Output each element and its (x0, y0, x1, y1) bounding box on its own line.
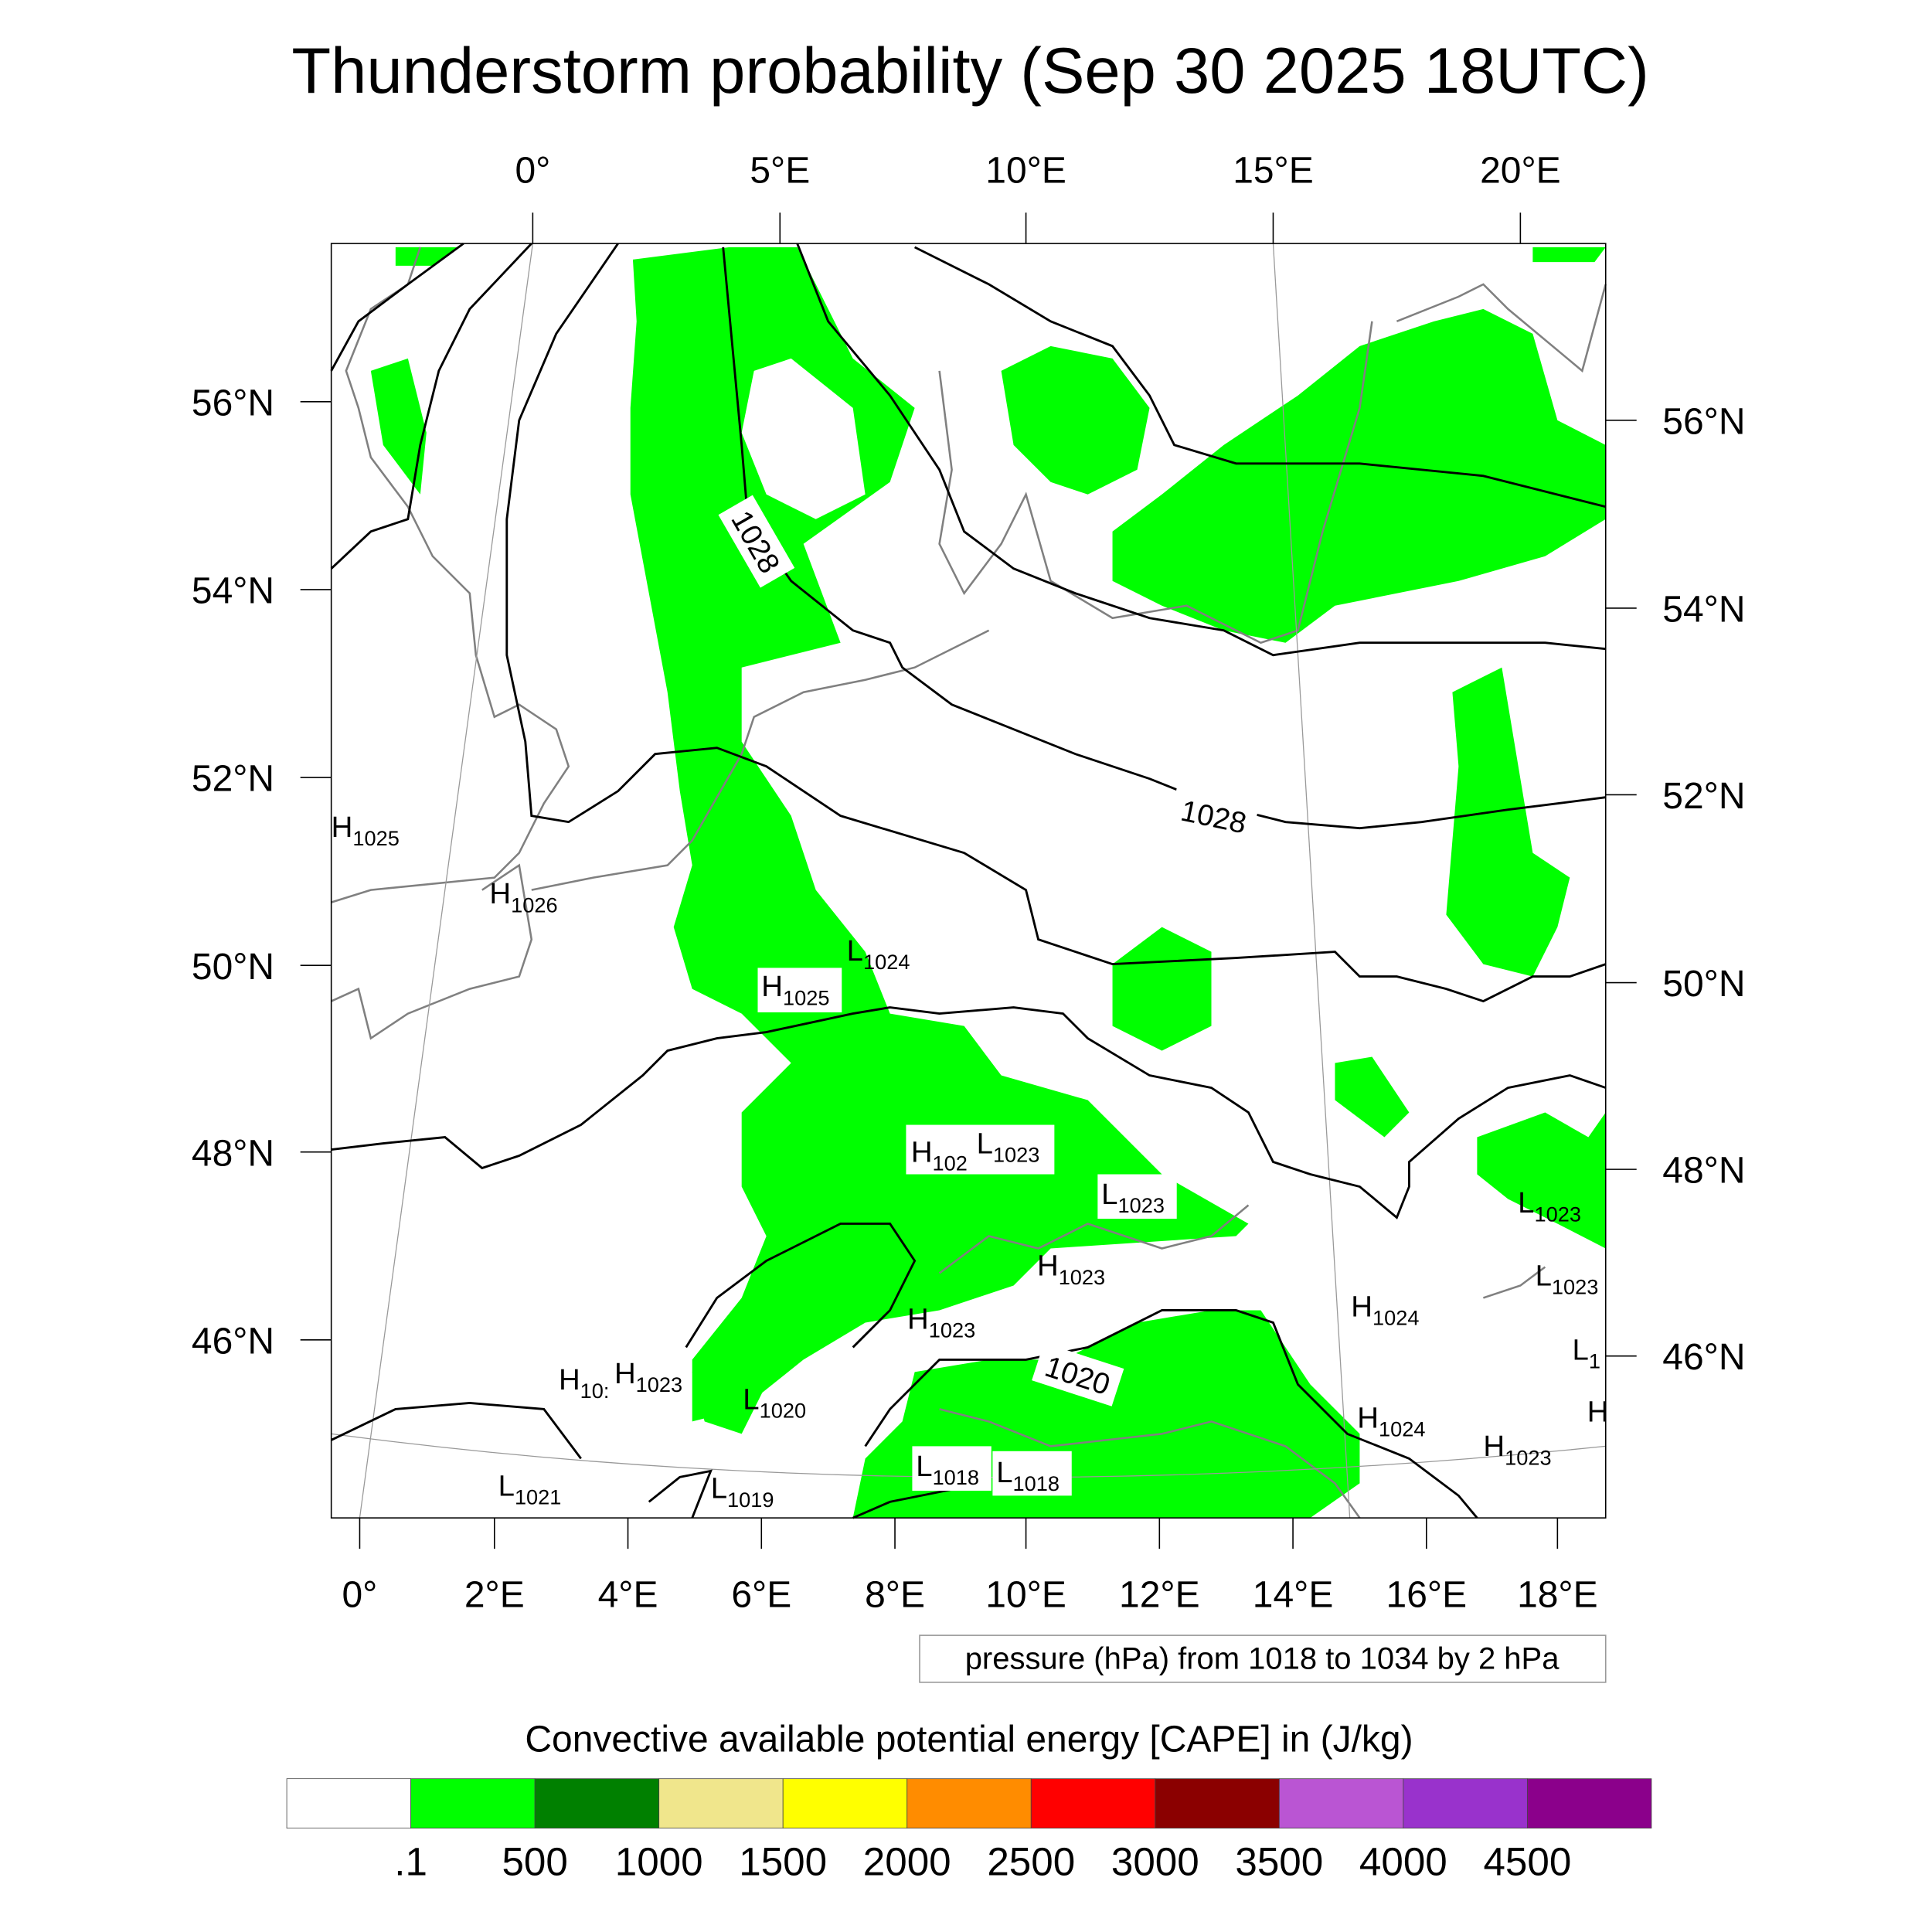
pressure-center-label: L1018 (996, 1456, 1060, 1495)
pressure-center-label: H1024 (1351, 1290, 1419, 1329)
lat-tick-label: 48°N (192, 1133, 274, 1174)
pressure-center-label: L1021 (498, 1469, 562, 1509)
cape-area-poland (1446, 667, 1570, 977)
lat-tick-label: 56°N (192, 383, 274, 423)
left-latitude-axis: 56°N 54°N 52°N 50°N 48°N 46°N (192, 383, 332, 1362)
colorbar-label: 2500 (987, 1839, 1075, 1883)
colorbar-label: 3000 (1111, 1839, 1199, 1883)
colorbar-swatch (410, 1778, 536, 1829)
pressure-center-label: H (1587, 1395, 1609, 1428)
lat-tick-label: 48°N (1662, 1151, 1745, 1192)
lon-tick-label: 15°E (1233, 151, 1314, 192)
right-latitude-axis: 56°N 54°N 52°N 50°N 48°N 46°N (1605, 401, 1745, 1378)
lat-tick-label: 50°N (1662, 964, 1745, 1005)
pressure-contours (330, 242, 1607, 1519)
cape-area-italy (692, 1285, 791, 1434)
lat-tick-label: 50°N (192, 947, 274, 988)
lat-tick-label: 56°N (1662, 401, 1745, 442)
bottom-longitude-axis: 0° 2°E 4°E 6°E 8°E 10°E 12°E 14°E 16°E 1… (342, 1518, 1598, 1615)
pressure-center-label: H1023 (1483, 1430, 1551, 1469)
lon-tick-label: 12°E (1119, 1574, 1200, 1615)
lon-tick-label: 8°E (865, 1574, 925, 1615)
lon-tick-label: 4°E (598, 1574, 658, 1615)
map-frame (330, 243, 1607, 1519)
lat-tick-label: 54°N (1662, 590, 1745, 631)
lon-tick-label: 18°E (1517, 1574, 1598, 1615)
lat-tick-label: 46°N (1662, 1337, 1745, 1378)
pressure-center-label: H1025 (332, 811, 400, 850)
pressure-center-label: H1023 (907, 1302, 975, 1342)
colorbar-label: 4500 (1483, 1839, 1571, 1883)
lat-tick-label: 52°N (192, 759, 274, 800)
colorbar-swatch (1030, 1778, 1156, 1829)
lat-tick-label: 54°N (192, 571, 274, 612)
pressure-center-label: L1023 (1101, 1178, 1165, 1217)
cape-area-north-sea (630, 247, 1249, 1422)
colorbar-title: Convective available potential energy [C… (525, 1719, 1413, 1760)
lon-tick-label: 16°E (1386, 1574, 1468, 1615)
lon-tick-label: 6°E (731, 1574, 791, 1615)
pressure-center-label: L1019 (711, 1472, 774, 1512)
lon-tick-label: 5°E (750, 151, 810, 192)
cape-area-czech (1112, 927, 1212, 1051)
colorbar-label: .1 (394, 1839, 427, 1883)
colorbar-label: 2000 (863, 1839, 951, 1883)
cape-area-baltic (1112, 308, 1606, 643)
map-panel: 1028 1028 1020 H1025 H1026 L1024 H1025 H… (330, 242, 1609, 1519)
cape-area-denmark (1001, 345, 1150, 495)
pressure-center-label: H1025 (761, 970, 829, 1009)
pressure-center-label: H1023 (614, 1357, 682, 1396)
colorbar-swatch (1403, 1778, 1528, 1829)
colorbar-swatch (534, 1778, 660, 1829)
colorbar: .1 500 1000 1500 2000 2500 3000 3500 4000 4500 (286, 1778, 1652, 1883)
colorbar-swatch (782, 1778, 908, 1829)
pressure-centers: H1025 H1026 L1024 H1025 H102 L1023 L1023… (332, 811, 1609, 1512)
pressure-center-label: L1023 (1536, 1259, 1599, 1298)
pressure-center-label: H1026 (489, 877, 557, 917)
pressure-center-label: L1020 (743, 1383, 806, 1422)
lon-tick-label: 20°E (1480, 151, 1561, 192)
colorbar-label: 500 (502, 1839, 567, 1883)
pressure-info-box: pressure (hPa) from 1018 to 1034 by 2 hP… (919, 1634, 1607, 1683)
pressure-center-label: L1018 (916, 1450, 979, 1489)
lat-tick-label: 52°N (1662, 776, 1745, 817)
coastlines (331, 247, 1607, 1519)
colorbar-swatch (1278, 1778, 1404, 1829)
lon-tick-label: 0° (515, 151, 550, 192)
colorbar-swatch (658, 1778, 784, 1829)
pressure-info-text: pressure (hPa) from 1018 to 1034 by 2 hP… (965, 1641, 1560, 1675)
lon-tick-label: 14°E (1253, 1574, 1334, 1615)
top-longitude-axis: 0° 5°E 10°E 15°E 20°E (515, 151, 1561, 244)
pressure-center-label: H102 (911, 1136, 968, 1175)
colorbar-label: 4000 (1359, 1839, 1447, 1883)
colorbar-label: 1000 (615, 1839, 703, 1883)
lon-tick-label: 2°E (464, 1574, 525, 1615)
pressure-center-label: H1024 (1357, 1401, 1425, 1440)
pressure-center-label: L1 (1573, 1333, 1600, 1372)
colorbar-swatch (1526, 1778, 1652, 1829)
pressure-center-label: L1023 (1518, 1186, 1581, 1226)
cape-area-hungary (1477, 1112, 1606, 1249)
lat-tick-label: 46°N (192, 1321, 274, 1362)
colorbar-label: 3500 (1235, 1839, 1323, 1883)
chart-title: Thunderstorm probability (Sep 30 2025 18… (291, 35, 1648, 107)
cape-gap (741, 358, 866, 519)
colorbar-swatch (906, 1778, 1032, 1829)
pressure-center-label: H1023 (1037, 1250, 1105, 1289)
colorbar-swatch (1155, 1778, 1280, 1829)
cape-area-slovakia (1335, 1056, 1410, 1138)
lon-tick-label: 0° (342, 1574, 378, 1615)
lon-tick-label: 10°E (985, 1574, 1066, 1615)
colorbar-label: 1500 (739, 1839, 827, 1883)
pressure-center-label: L1023 (977, 1127, 1040, 1166)
colorbar-swatch (286, 1778, 412, 1829)
lon-tick-label: 10°E (985, 151, 1066, 192)
pressure-center-label: L1024 (847, 934, 910, 974)
pressure-center-label: H10: (559, 1363, 610, 1403)
